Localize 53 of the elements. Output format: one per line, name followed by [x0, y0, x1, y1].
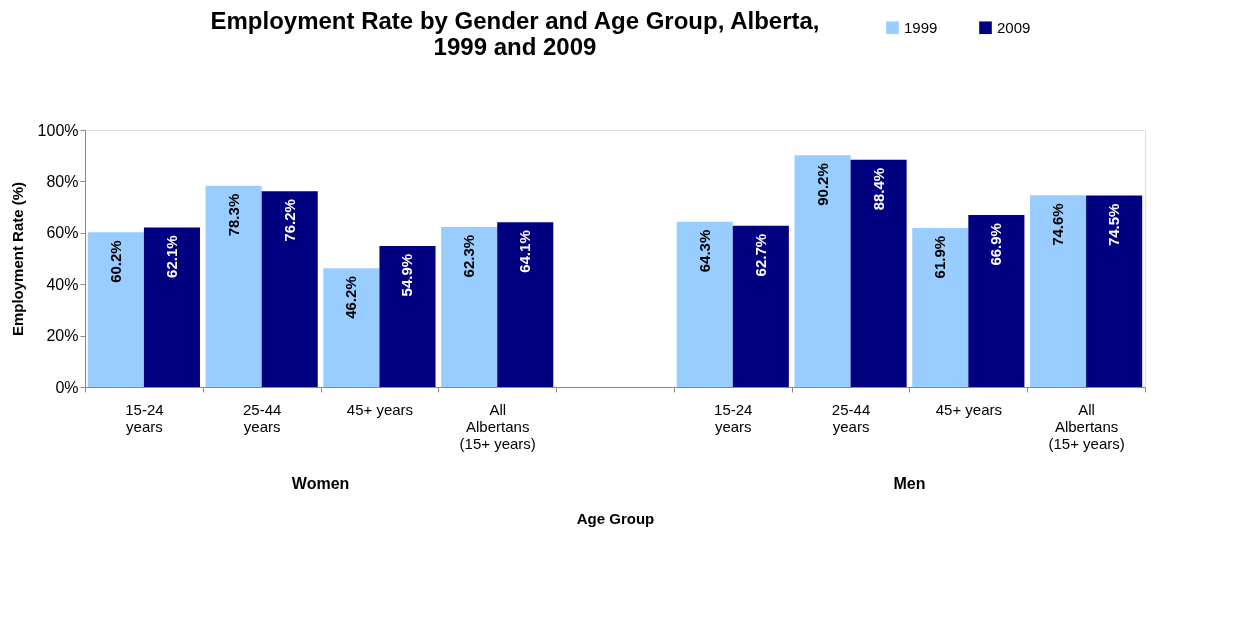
x-tick-label: 45+ years [346, 400, 414, 418]
y-tick-label: 40% [46, 275, 79, 293]
data-label: 74.6% [1049, 203, 1067, 246]
data-label: 64.1% [516, 230, 534, 273]
bar [87, 232, 144, 387]
bar [205, 185, 262, 387]
bar [379, 245, 436, 387]
x-tick-label: All Albertans (15+ years) [1048, 400, 1125, 452]
text: Men [893, 475, 926, 492]
data-label: 54.9% [398, 253, 416, 297]
bar [732, 225, 789, 387]
bar [143, 227, 200, 387]
data-label: 62.7% [751, 233, 769, 277]
bar [794, 155, 851, 387]
x-tick-label: 45+ years [935, 400, 1002, 418]
data-label: 46.2% [342, 276, 360, 319]
bar [850, 159, 907, 387]
x-tick-label: 15-24 years [714, 400, 753, 435]
x-tick-label: 25-44 years [242, 400, 282, 435]
bar [441, 226, 498, 387]
data-label: 62.1% [162, 235, 180, 278]
data-label: 88.4% [869, 167, 887, 211]
y-tick-label: 20% [46, 327, 79, 345]
bar [968, 215, 1025, 387]
y-tick-label: 60% [46, 224, 79, 242]
x-axis-title: Age Group [576, 509, 655, 527]
bar [676, 221, 733, 387]
y-axis-title: Employment Rate (%) [8, 181, 26, 337]
data-label: 74.5% [1105, 203, 1123, 247]
data-label: 62.3% [460, 234, 478, 278]
data-label: 90.2% [813, 163, 831, 206]
data-label: 66.9% [987, 223, 1005, 266]
data-label: 61.9% [931, 235, 949, 279]
x-tick-label: 15-24 years [125, 400, 164, 435]
data-label: 60.2% [106, 240, 124, 283]
bar [912, 227, 969, 387]
data-label: 78.3% [224, 193, 242, 237]
y-tick-label: 80% [46, 172, 79, 190]
bar [323, 268, 380, 387]
legend-label: 1999 [904, 18, 938, 36]
text: Women [291, 475, 350, 492]
bar [497, 222, 554, 387]
chart-title: Employment Rate by Gender and Age Group, Alberta, 1999 and 2009 [210, 7, 820, 60]
data-label: 64.3% [695, 229, 713, 273]
data-label: 76.2% [280, 199, 298, 242]
x-tick-label: 25-44 years [831, 400, 871, 435]
legend-label: 2009 [997, 18, 1031, 36]
y-tick-label: 100% [37, 121, 79, 139]
y-tick-label: 0% [55, 378, 79, 396]
x-tick-label: All Albertans (15+ years) [459, 400, 536, 452]
bar [261, 191, 318, 387]
bar [1086, 195, 1143, 387]
bar [1030, 195, 1087, 387]
